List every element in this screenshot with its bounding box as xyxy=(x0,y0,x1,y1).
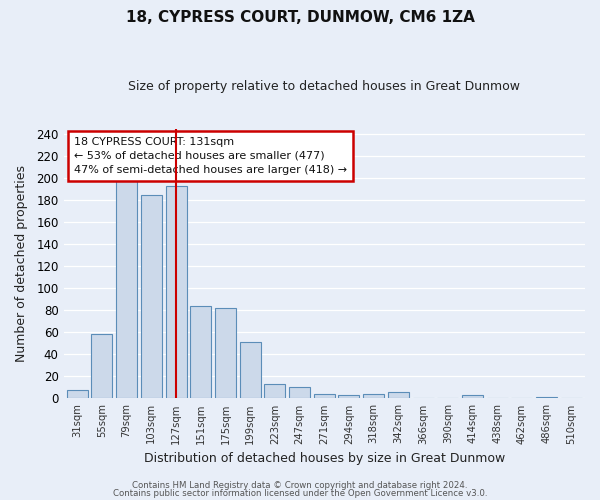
X-axis label: Distribution of detached houses by size in Great Dunmow: Distribution of detached houses by size … xyxy=(143,452,505,465)
Bar xyxy=(289,388,310,398)
Bar xyxy=(141,195,162,398)
Bar xyxy=(462,395,483,398)
Text: Contains HM Land Registry data © Crown copyright and database right 2024.: Contains HM Land Registry data © Crown c… xyxy=(132,480,468,490)
Bar xyxy=(314,394,335,398)
Bar xyxy=(363,394,384,398)
Bar xyxy=(116,178,137,398)
Y-axis label: Number of detached properties: Number of detached properties xyxy=(15,165,28,362)
Title: Size of property relative to detached houses in Great Dunmow: Size of property relative to detached ho… xyxy=(128,80,520,93)
Text: 18, CYPRESS COURT, DUNMOW, CM6 1ZA: 18, CYPRESS COURT, DUNMOW, CM6 1ZA xyxy=(125,10,475,25)
Bar xyxy=(215,308,236,398)
Bar xyxy=(338,395,359,398)
Text: Contains public sector information licensed under the Open Government Licence v3: Contains public sector information licen… xyxy=(113,488,487,498)
Bar xyxy=(239,342,260,398)
Bar xyxy=(166,186,187,398)
Bar xyxy=(91,334,112,398)
Bar xyxy=(190,306,211,398)
Bar xyxy=(388,392,409,398)
Bar xyxy=(265,384,286,398)
Text: 18 CYPRESS COURT: 131sqm
← 53% of detached houses are smaller (477)
47% of semi-: 18 CYPRESS COURT: 131sqm ← 53% of detach… xyxy=(74,137,347,175)
Bar xyxy=(67,390,88,398)
